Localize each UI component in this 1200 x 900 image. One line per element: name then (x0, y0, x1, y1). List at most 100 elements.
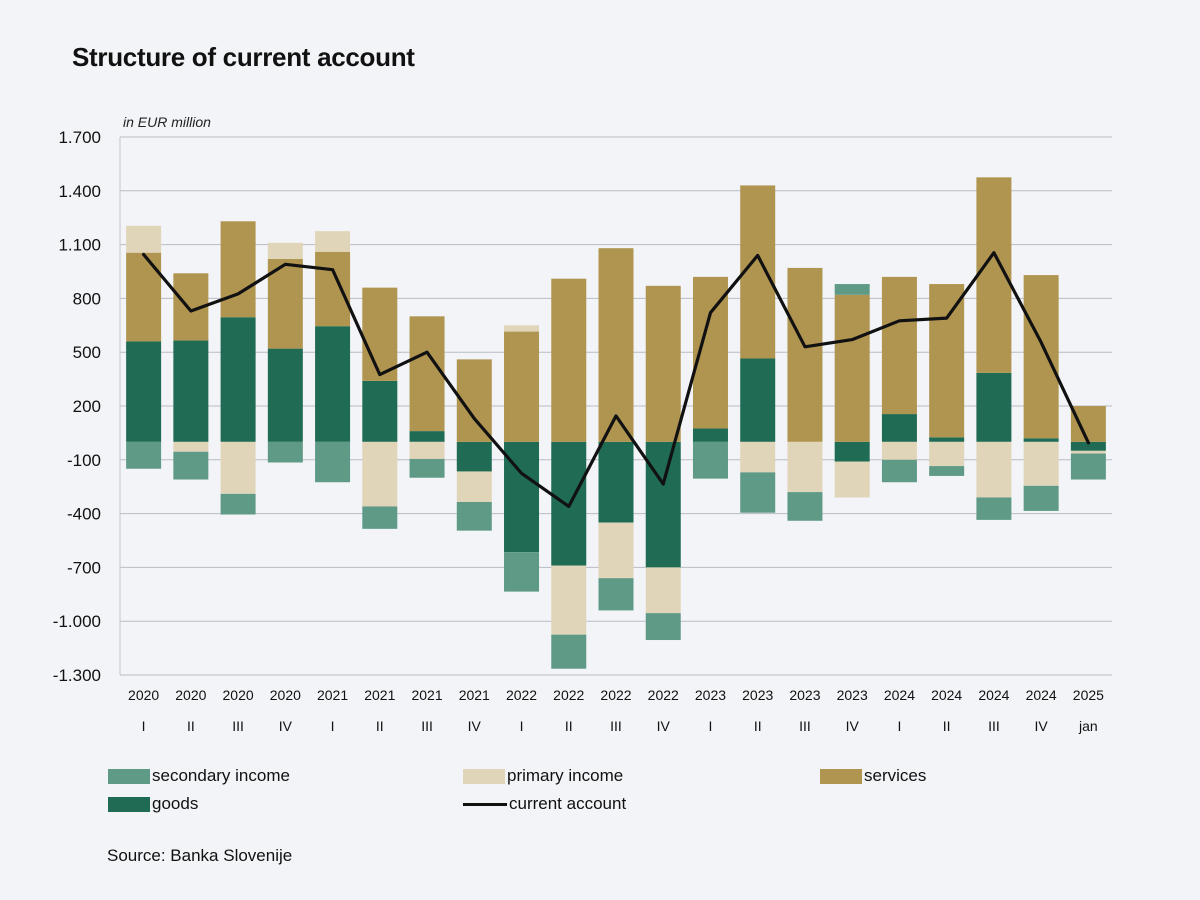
bar-secondary-income (834, 284, 870, 295)
y-tick-label: 200 (73, 397, 101, 416)
bar-secondary-income (787, 492, 823, 521)
x-tick-period: IV (1035, 718, 1049, 734)
bar-goods (692, 428, 728, 442)
y-tick-label: 500 (73, 343, 101, 362)
bar-services (881, 276, 917, 415)
bar-services (929, 284, 965, 438)
legend-label: services (864, 766, 927, 785)
bar-primary-income (409, 441, 445, 459)
x-tick-year: 2025 (1073, 687, 1104, 703)
x-tick-year: 2023 (742, 687, 773, 703)
bar-goods (220, 317, 256, 442)
x-tick-period: III (988, 718, 1000, 734)
legend-label: primary income (507, 766, 624, 785)
x-tick-period: jan (1078, 718, 1098, 734)
legend-item-primary-income: primary income (463, 766, 623, 786)
legend-swatch-current-account (463, 802, 507, 806)
bar-goods (409, 431, 445, 442)
bar-primary-income (173, 441, 209, 452)
bar-goods (267, 348, 303, 442)
y-tick-label: 1.400 (58, 182, 101, 201)
x-tick-period: IV (846, 718, 860, 734)
bar-primary-income (881, 441, 917, 460)
bar-secondary-income (1070, 453, 1106, 480)
legend-swatch-goods (108, 796, 150, 812)
y-tick-label: -400 (67, 505, 101, 524)
x-tick-year: 2021 (459, 687, 490, 703)
bar-primary-income (740, 441, 776, 473)
x-tick-year: 2022 (553, 687, 584, 703)
x-tick-year: 2021 (364, 687, 395, 703)
x-tick-year: 2020 (223, 687, 254, 703)
bar-secondary-income (881, 459, 917, 483)
line-group (142, 251, 1091, 508)
x-tick-year: 2021 (411, 687, 442, 703)
bar-secondary-income (692, 441, 728, 479)
bar-secondary-income (267, 441, 303, 463)
bar-secondary-income (220, 493, 256, 515)
x-tick-period: II (943, 718, 951, 734)
y-tick-label: -1.000 (53, 612, 101, 631)
x-tick-year: 2022 (506, 687, 537, 703)
bar-primary-income (1023, 441, 1059, 486)
source-note: Source: Banka Slovenije (107, 846, 293, 865)
bar-secondary-income (362, 506, 398, 529)
bar-services (126, 252, 162, 342)
bar-goods (126, 341, 162, 442)
x-tick-year: 2024 (884, 687, 915, 703)
x-tick-year: 2022 (648, 687, 679, 703)
legend-label: secondary income (152, 766, 290, 785)
x-tick-period: III (421, 718, 433, 734)
x-tick-year: 2022 (600, 687, 631, 703)
chart-title: Structure of current account (72, 42, 415, 72)
bar-primary-income (362, 441, 398, 507)
x-tick-period: III (799, 718, 811, 734)
x-tick-year: 2023 (695, 687, 726, 703)
bar-goods (362, 380, 398, 442)
x-tick-period: II (187, 718, 195, 734)
bar-secondary-income (740, 472, 776, 513)
x-tick-year: 2023 (837, 687, 868, 703)
y-tick-label: -100 (67, 451, 101, 470)
bar-secondary-income (126, 441, 162, 469)
bar-primary-income (645, 567, 681, 614)
bar-services (787, 267, 823, 442)
bar-services (645, 285, 681, 442)
bar-goods (315, 326, 351, 442)
x-tick-year: 2024 (931, 687, 962, 703)
bar-goods (834, 441, 870, 462)
bar-goods (598, 441, 634, 523)
bar-secondary-income (456, 501, 492, 531)
bar-services (551, 278, 587, 442)
bar-primary-income (1070, 450, 1106, 454)
legend-item-current-account: current account (463, 794, 626, 814)
legend-label: current account (509, 794, 627, 813)
bars-group (126, 177, 1106, 669)
bar-primary-income (598, 522, 634, 579)
y-tick-label: -700 (67, 558, 101, 577)
bar-services (504, 331, 540, 442)
x-tick-period: III (610, 718, 622, 734)
bar-primary-income (929, 441, 965, 467)
bar-goods (881, 414, 917, 442)
bar-secondary-income (976, 497, 1012, 520)
y-tick-label: -1.300 (53, 666, 101, 685)
bar-goods (173, 340, 209, 442)
x-tick-year: 2023 (789, 687, 820, 703)
bar-secondary-income (1023, 485, 1059, 511)
x-tick-year: 2020 (128, 687, 159, 703)
bar-services (220, 221, 256, 318)
y-axis-unit-label: in EUR million (123, 114, 211, 130)
bar-services (834, 294, 870, 442)
current-account-line (142, 251, 1091, 508)
x-tick-year: 2021 (317, 687, 348, 703)
x-tick-period: IV (657, 718, 671, 734)
legend-swatch-primary-income (463, 768, 505, 784)
bar-goods (976, 372, 1012, 442)
bar-goods (645, 441, 681, 568)
bar-secondary-income (173, 451, 209, 480)
chart-svg: 1.700 1.400 1.100 800 500 200 -100 -400 -700 -1.0… (53, 128, 1112, 734)
x-tick-period: II (376, 718, 384, 734)
bar-secondary-income (315, 441, 351, 483)
bar-goods (1070, 441, 1106, 451)
